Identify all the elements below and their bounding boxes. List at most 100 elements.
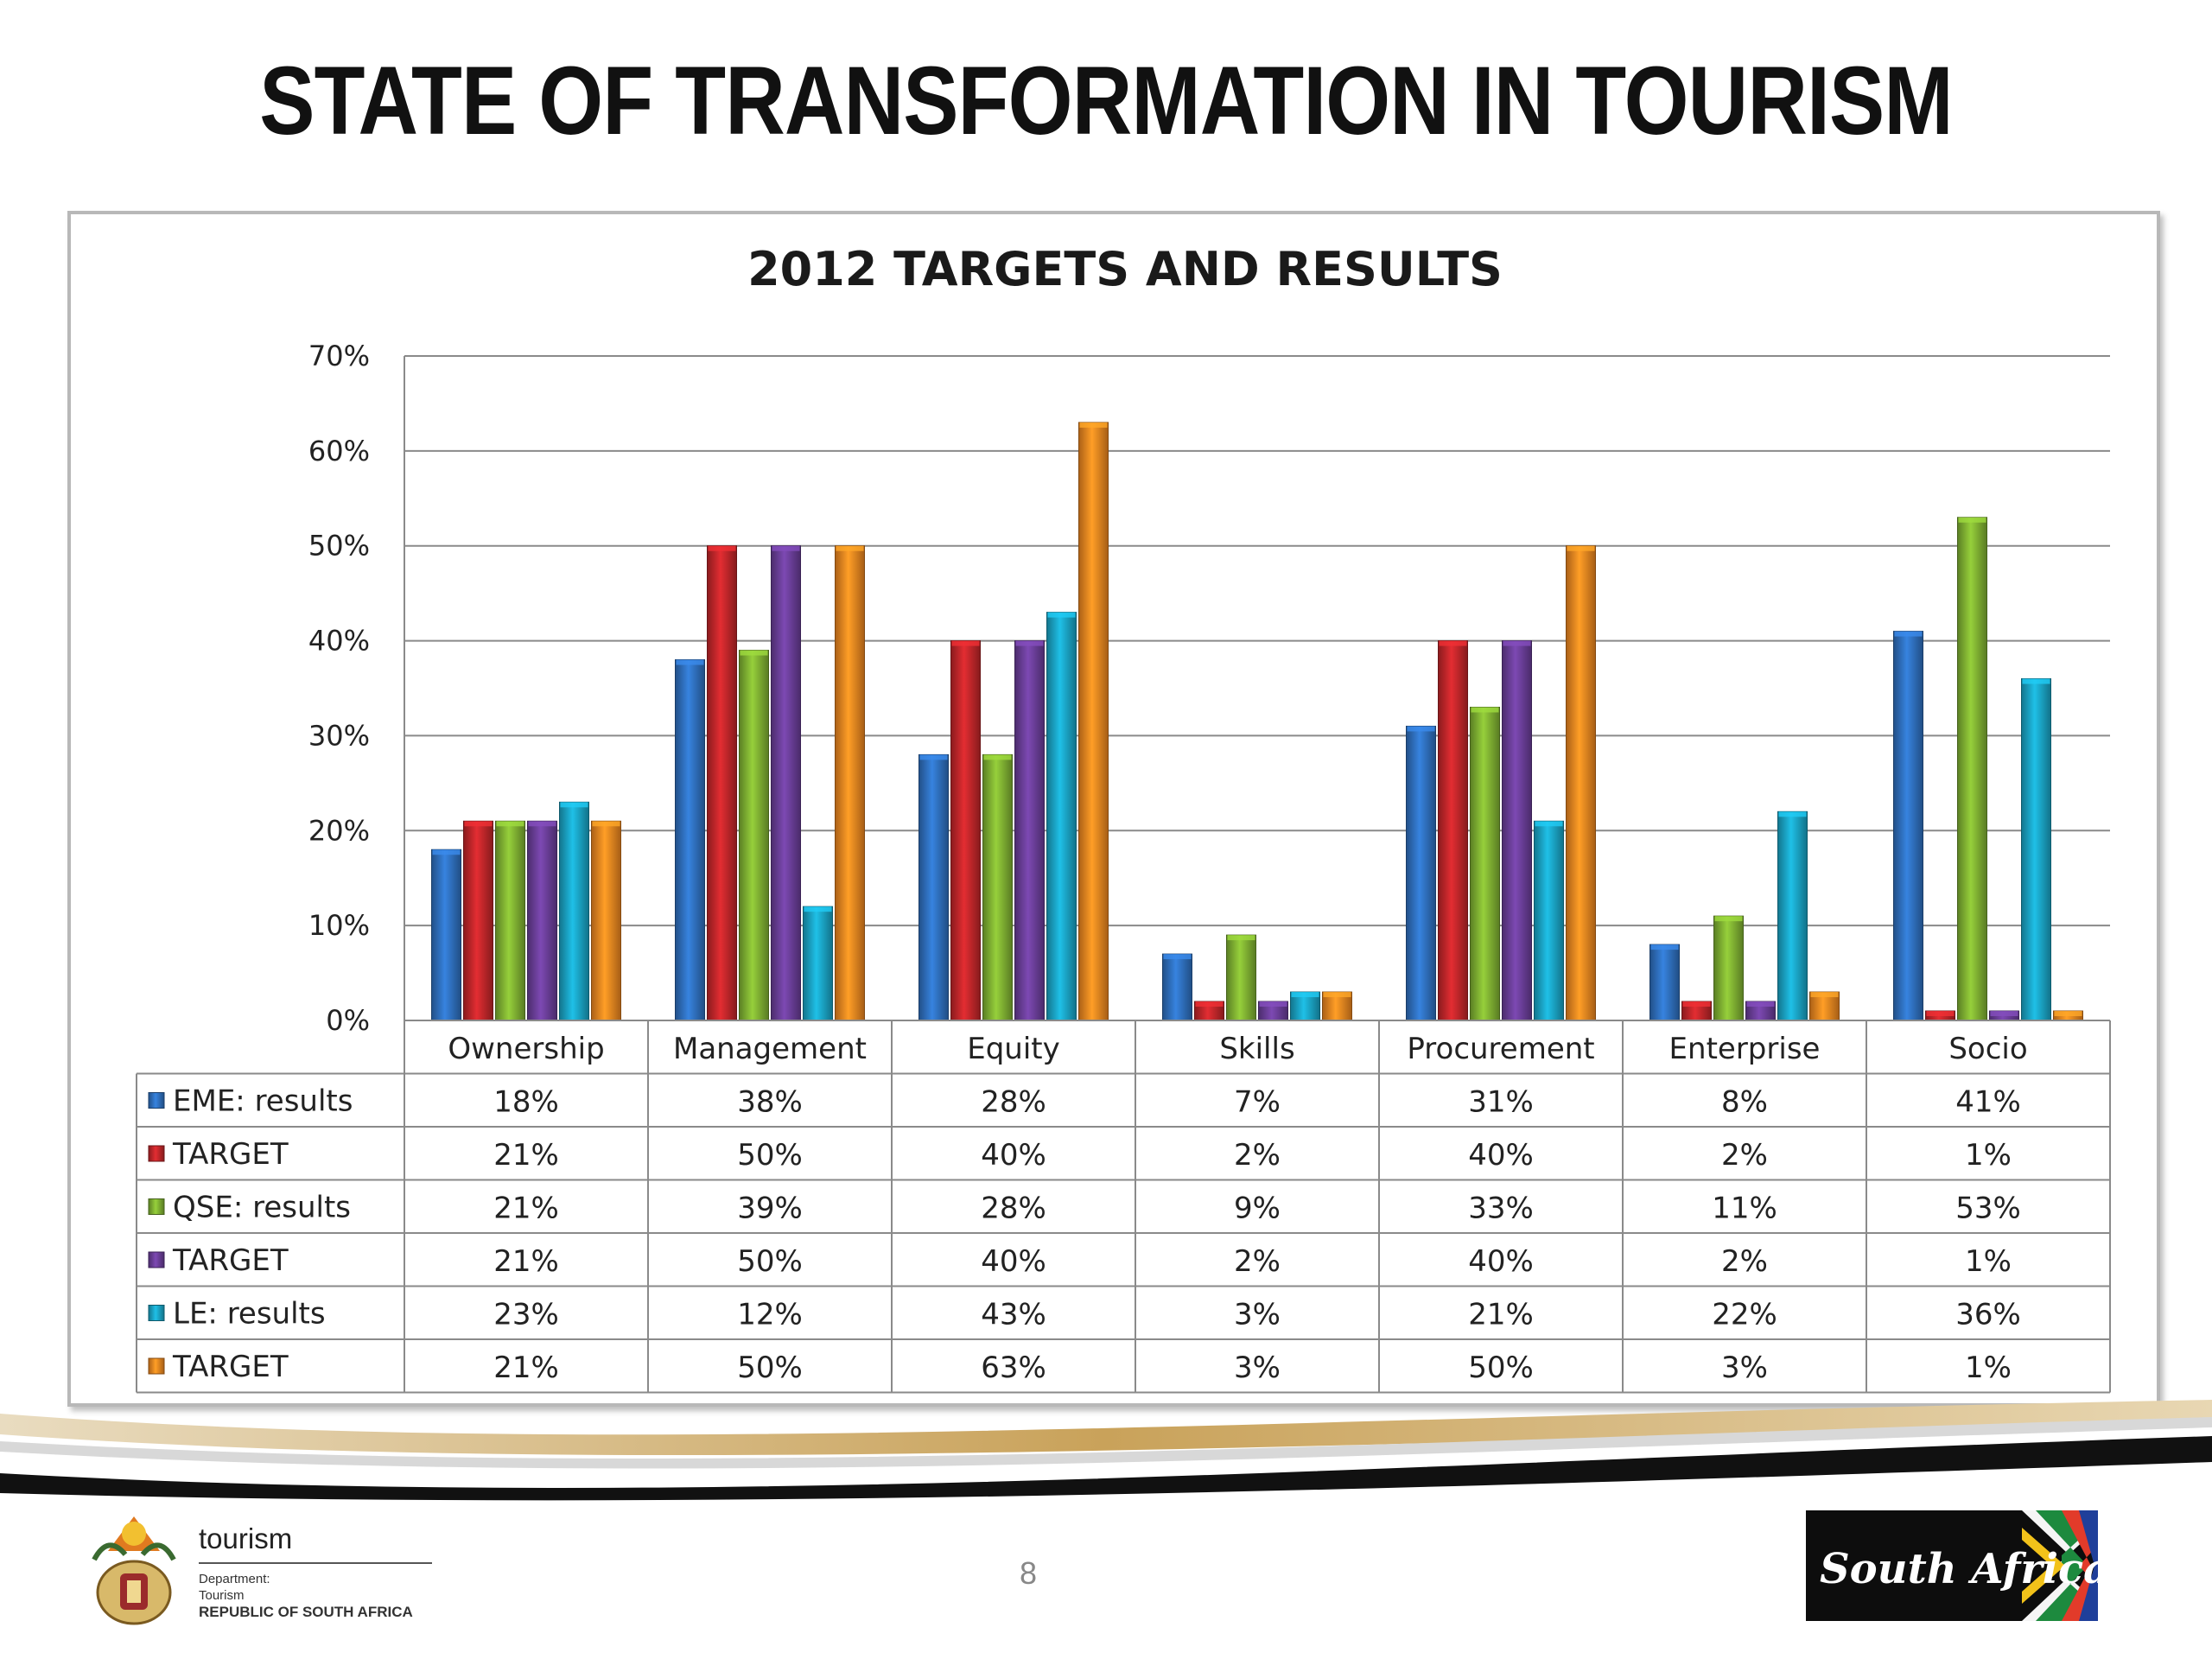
bar-cap [1714, 916, 1743, 922]
footer-swoosh [0, 1400, 2212, 1501]
data-label: 2% [1234, 1138, 1281, 1173]
legend-label: QSE: results [173, 1191, 351, 1225]
legend-label: TARGET [172, 1350, 289, 1384]
bar-cap [1471, 707, 1499, 713]
department-text: tourism Department: Tourism REPUBLIC OF … [199, 1522, 432, 1620]
data-label: 9% [1234, 1192, 1281, 1226]
chart-svg: 2012 TARGETS AND RESULTS 0% 10% 20% 30% 40% 5… [136, 242, 2111, 1394]
data-label: 50% [737, 1138, 803, 1173]
bar-cap [432, 849, 461, 855]
bar [1502, 640, 1532, 1021]
data-label: 1% [1965, 1138, 2012, 1173]
data-label: 2% [1721, 1138, 1768, 1173]
data-label: 40% [981, 1138, 1046, 1173]
data-label: 7% [1234, 1085, 1281, 1120]
data-label: 21% [1468, 1298, 1534, 1332]
bar-cap [1195, 1001, 1224, 1007]
bar [803, 906, 833, 1021]
data-label: 53% [1955, 1192, 2021, 1226]
data-label: 22% [1712, 1298, 1777, 1332]
legend-swatch [148, 1251, 165, 1268]
south-africa-brand-logo: South Africa [1806, 1510, 2098, 1621]
y-axis-ticks: 0% 10% 20% 30% 40% 50% 60% 70% [308, 340, 370, 1037]
bar-cap [1958, 517, 1986, 523]
bar-cap [1810, 992, 1839, 998]
bar [1046, 612, 1077, 1021]
data-label: 8% [1721, 1085, 1768, 1120]
bar [591, 820, 621, 1021]
bar [950, 640, 981, 1021]
brand-logo-text: South Africa [1820, 1545, 2098, 1593]
bar [1649, 944, 1680, 1021]
data-label: 1% [1965, 1351, 2012, 1385]
bar [1534, 820, 1564, 1021]
gridlines [404, 355, 2110, 1021]
data-label: 50% [737, 1244, 803, 1279]
y-tick-label: 0% [326, 1004, 370, 1037]
bar [495, 820, 525, 1021]
data-label: 39% [737, 1192, 803, 1226]
y-tick-label: 60% [308, 435, 370, 467]
data-label: 3% [1234, 1298, 1281, 1332]
legend-swatch [148, 1357, 165, 1375]
category-label: Socio [1948, 1032, 2027, 1066]
data-label: 21% [493, 1244, 559, 1279]
page-number: 8 [1019, 1555, 1038, 1591]
bar [1566, 545, 1596, 1021]
data-label: 1% [1965, 1244, 2012, 1279]
data-label: 33% [1468, 1192, 1534, 1226]
category-label: Equity [967, 1032, 1060, 1066]
data-label: 28% [981, 1085, 1046, 1120]
bars [431, 422, 2083, 1021]
bar-cap [1227, 935, 1255, 941]
legend-label: TARGET [172, 1243, 289, 1278]
bar-cap [1778, 811, 1807, 817]
bar-cap [772, 545, 800, 551]
bar-cap [1682, 1001, 1711, 1007]
category-label: Ownership [448, 1032, 604, 1066]
bar [463, 820, 493, 1021]
bar [2021, 678, 2051, 1021]
bar [918, 753, 949, 1021]
bar-cap [1567, 545, 1595, 551]
bar-cap [983, 754, 1012, 760]
bar-cap [464, 821, 493, 827]
bar-cap [951, 640, 980, 646]
data-label: 43% [981, 1298, 1046, 1332]
data-label: 11% [1712, 1192, 1777, 1226]
department-line: Tourism [199, 1588, 245, 1603]
data-label: 40% [981, 1244, 1046, 1279]
bar-cap [804, 906, 832, 912]
bar-cap [836, 545, 864, 551]
y-tick-label: 40% [308, 625, 370, 658]
bar [835, 545, 865, 1021]
slide-title: STATE OF TRANSFORMATION IN TOURISM [259, 47, 1953, 155]
bar [1406, 725, 1436, 1021]
coat-of-arms-logo [92, 1516, 176, 1625]
department-line: Department: [199, 1572, 270, 1586]
bar-cap [708, 545, 736, 551]
bar-cap [1259, 1001, 1287, 1007]
y-tick-label: 20% [308, 814, 370, 847]
bar-cap [740, 650, 768, 656]
data-label: 63% [981, 1351, 1046, 1385]
data-label: 12% [737, 1298, 803, 1332]
legend-swatch [148, 1198, 165, 1215]
bar [1957, 517, 1987, 1021]
data-label: 18% [493, 1085, 559, 1120]
bar [771, 545, 801, 1021]
data-label: 40% [1468, 1244, 1534, 1279]
bar [559, 801, 589, 1021]
bar [1078, 422, 1109, 1021]
bar [1470, 706, 1500, 1021]
data-label: 50% [737, 1351, 803, 1385]
data-label: 31% [1468, 1085, 1534, 1120]
category-label: Enterprise [1669, 1032, 1821, 1066]
bar-cap [1746, 1001, 1775, 1007]
data-label: 21% [493, 1351, 559, 1385]
data-label: 40% [1468, 1138, 1534, 1173]
legend-label: LE: results [173, 1297, 326, 1332]
data-label: 3% [1234, 1351, 1281, 1385]
department-line: REPUBLIC OF SOUTH AFRICA [199, 1604, 413, 1620]
data-label: 38% [737, 1085, 803, 1120]
